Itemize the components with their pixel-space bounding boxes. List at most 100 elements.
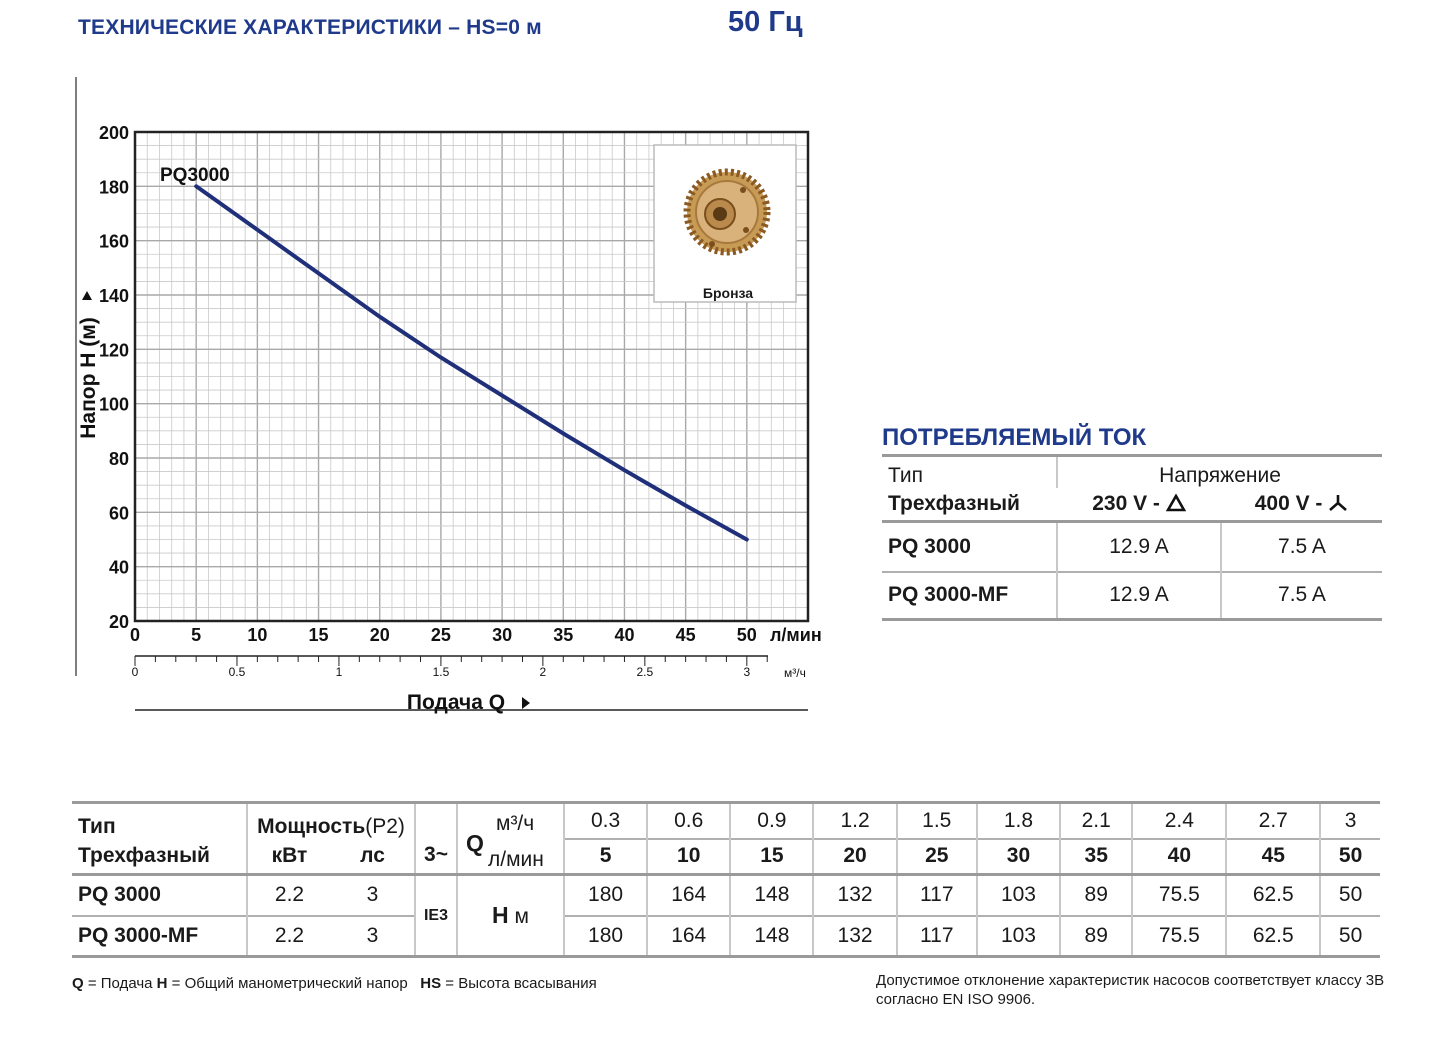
- page-title: ТЕХНИЧЕСКИЕ ХАРАКТЕРИСТИКИ – HS=0 м: [78, 16, 542, 39]
- perf-q-m3h: 1.2: [813, 802, 898, 839]
- perf-m3h-label: м³/ч: [496, 812, 535, 835]
- y-tick-label: 120: [99, 340, 129, 360]
- x-axis-ticks: 0 5 10 15 20 25 30 35 40 45 50: [130, 625, 757, 645]
- secondary-tick-label: 0: [132, 665, 139, 679]
- perf-phase-symbol: 3~: [415, 802, 458, 875]
- perf-row-h: 75.5: [1132, 874, 1228, 916]
- y-tick-label: 140: [99, 286, 129, 306]
- current-row-400: 7.5 A: [1278, 583, 1326, 607]
- y-tick-label: 80: [109, 449, 129, 469]
- perf-row-kw: 2.2: [274, 883, 305, 907]
- series-line-pq3000: [194, 184, 749, 542]
- perf-q-lmin: 40: [1132, 837, 1228, 875]
- y-axis-label: Напор H (м): [77, 317, 100, 439]
- perf-q-lmin: 30: [976, 837, 1062, 875]
- footer-hs-text: = Высота всасывания: [441, 975, 597, 992]
- secondary-tick-label: 2: [540, 665, 547, 679]
- inset-label: Бронза: [703, 285, 753, 301]
- footer-legend: Q = Подача H = Общий манометрический нап…: [72, 975, 597, 992]
- perf-q-m3h: 2.7: [1226, 802, 1322, 839]
- x-tick-label: 20: [370, 625, 390, 645]
- current-row-model: PQ 3000-MF: [882, 571, 1058, 620]
- perf-row-h: 50: [1338, 883, 1363, 907]
- x-unit-primary: л/мин: [770, 625, 822, 645]
- footer-q-key: Q: [72, 975, 84, 992]
- perf-row-h: 148: [730, 874, 815, 916]
- perf-row-h: 117: [896, 874, 978, 916]
- perf-ie-label: IE3: [415, 874, 458, 957]
- delta-icon: [1165, 493, 1187, 512]
- perf-row-h: 62.5: [1226, 914, 1322, 957]
- y-tick-label: 40: [109, 558, 129, 578]
- x-tick-label: 35: [553, 625, 573, 645]
- voltage-230-label: 230 V -: [1092, 491, 1166, 515]
- perf-row-h: 164: [647, 874, 732, 916]
- x-axis-label: Подача Q: [407, 691, 505, 714]
- perf-power-header: Мощность(P2): [247, 802, 416, 839]
- current-voltage-label: Напряжение: [1159, 463, 1281, 487]
- current-phase-label: Трехфазный: [888, 491, 1020, 515]
- perf-row-h: 103: [976, 874, 1062, 916]
- voltage-400-label: 400 V -: [1254, 491, 1329, 515]
- current-table: Тип Напряжение Трехфазный 230 V - 400 V …: [882, 454, 1382, 621]
- x-tick-label: 5: [191, 625, 201, 645]
- footer-hs-key: HS: [420, 975, 442, 992]
- x-tick-label: 10: [247, 625, 267, 645]
- plot-area-border: [133, 130, 810, 623]
- perf-row-h: 148: [730, 914, 815, 957]
- y-axis-arrow-icon: [82, 291, 92, 300]
- perf-type-label: Тип: [72, 802, 248, 839]
- x-tick-label: 40: [614, 625, 634, 645]
- bronze-impeller-icon: [683, 168, 771, 256]
- x-axis-arrow-icon: [522, 697, 530, 709]
- perf-row-h: 103: [976, 914, 1062, 957]
- perf-row-h: 132: [813, 874, 898, 916]
- voltage-400-header: 400 V -: [1221, 488, 1382, 522]
- secondary-x-axis: 0 0.5 1 1.5 2 2.5 3: [132, 655, 768, 679]
- current-row-230: 12.9 A: [1057, 521, 1222, 572]
- perf-row-h: 75.5: [1132, 914, 1228, 957]
- perf-q-lmin: 15: [730, 837, 815, 875]
- current-type-label: Тип: [882, 455, 1058, 488]
- perf-q-lmin: 20: [813, 837, 898, 875]
- y-tick-label: 100: [99, 395, 129, 415]
- perf-power-label: Мощность: [257, 814, 366, 838]
- perf-q-lmin: 10: [647, 837, 732, 875]
- y-tick-label: 200: [99, 123, 129, 143]
- x-tick-label: 0: [130, 625, 140, 645]
- perf-row-h: 89: [1060, 874, 1134, 916]
- perf-q-m3h: 0.3: [564, 802, 649, 839]
- current-row-230: 12.9 A: [1057, 571, 1222, 620]
- perf-row-h: 117: [896, 914, 978, 957]
- perf-q-m3h: 3: [1344, 808, 1357, 832]
- frequency-label: 50 Гц: [728, 6, 803, 38]
- perf-q-header: Q м³/ч л/мин: [457, 802, 565, 875]
- perf-q-m3h: 2.1: [1060, 802, 1134, 839]
- perf-row-model: PQ 3000-MF: [72, 914, 248, 957]
- curve-label: PQ3000: [160, 165, 230, 186]
- perf-q-m3h: 1.5: [896, 802, 978, 839]
- perf-row-h: 132: [813, 914, 898, 957]
- perf-q-lmin: 35: [1060, 837, 1134, 875]
- voltage-230-header: 230 V -: [1057, 488, 1221, 522]
- perf-row-hp: 3: [331, 874, 416, 916]
- perf-q-lmin: 5: [564, 837, 649, 875]
- perf-row-kw: 2.2: [247, 914, 331, 957]
- x-tick-label: 30: [492, 625, 512, 645]
- perf-q-m3h: 0.6: [647, 802, 732, 839]
- x-unit-secondary: м³/ч: [784, 666, 806, 680]
- perf-q-label: Q: [466, 830, 484, 856]
- footer-q-text: = Подача: [83, 975, 157, 992]
- y-tick-label: 20: [109, 612, 129, 632]
- perf-q-m3h: 1.8: [976, 802, 1062, 839]
- perf-row-h: 180: [564, 914, 649, 957]
- y-tick-label: 180: [99, 177, 129, 197]
- perf-kw-label: кВт: [271, 843, 308, 867]
- secondary-tick-label: 0.5: [229, 665, 246, 679]
- perf-row-hp: 3: [331, 914, 416, 957]
- perf-row-h: 164: [647, 914, 732, 957]
- star-icon: [1329, 494, 1348, 511]
- perf-row-h: 62.5: [1226, 874, 1322, 916]
- perf-row-h: 180: [564, 874, 649, 916]
